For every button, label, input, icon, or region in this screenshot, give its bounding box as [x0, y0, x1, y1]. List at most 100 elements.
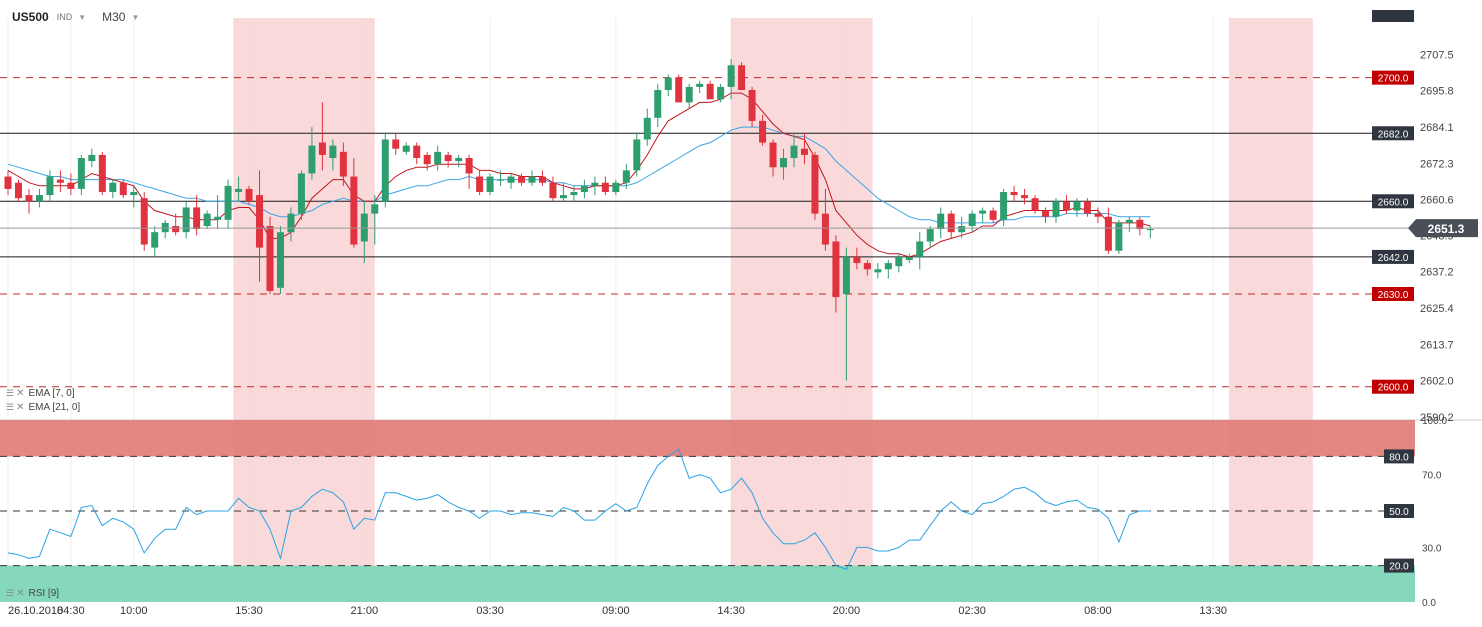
ema-slow-series — [7, 126, 1151, 224]
overbought-zone — [0, 420, 1415, 457]
price-tick-label: 2695.8 — [1420, 86, 1454, 98]
time-tick-label: 02:30 — [958, 605, 986, 617]
current-price-tag — [1408, 219, 1478, 238]
time-tick-label: 21:00 — [351, 605, 379, 617]
level-tag — [1372, 286, 1414, 301]
menu-icon[interactable]: ☰ — [6, 388, 15, 398]
time-tick-label: 08:00 — [1084, 605, 1112, 617]
candle-body — [633, 139, 641, 171]
candle-body — [88, 154, 96, 162]
time-tick-label: 14:30 — [717, 605, 745, 617]
candle-body — [947, 213, 955, 233]
level-tag — [1372, 379, 1414, 394]
candle-body — [926, 229, 934, 242]
candle-body — [151, 232, 159, 248]
candle-body — [444, 154, 452, 162]
indicator-legend-rsi[interactable]: ☰ ✕ RSI [9] — [6, 588, 59, 599]
price-tick-label: 2637.2 — [1420, 267, 1454, 279]
candle-body — [266, 225, 274, 291]
time-tick-label: 10:00 — [120, 605, 148, 617]
grid — [7, 18, 1214, 602]
candle-body — [182, 207, 190, 233]
menu-icon[interactable]: ☰ — [6, 402, 15, 412]
rsi-line — [7, 448, 1151, 570]
candle-body — [245, 188, 253, 202]
close-icon[interactable]: ✕ — [16, 402, 25, 413]
chevron-down-icon[interactable]: ▼ — [131, 12, 140, 22]
candle-body — [570, 192, 578, 196]
level-tag — [1372, 10, 1414, 22]
level-tag — [1372, 194, 1414, 209]
rsi-tick-label: 100.0 — [1422, 416, 1447, 427]
candle-body — [1062, 201, 1070, 211]
price-tick-label: 2672.3 — [1420, 158, 1454, 170]
candle-body — [203, 213, 211, 226]
candle-body — [423, 154, 431, 165]
candle-body — [643, 117, 651, 140]
candle-body — [1104, 216, 1112, 251]
chevron-down-icon[interactable]: ▼ — [78, 12, 87, 22]
oversold-zone — [0, 565, 1415, 602]
candle-body — [780, 158, 788, 168]
candle-body — [748, 90, 756, 121]
candle-body — [109, 182, 117, 193]
candle-body — [276, 232, 284, 288]
candle-body — [717, 86, 725, 100]
candle-body — [769, 142, 777, 168]
indicator-legend-ema-slow[interactable]: ☰ ✕ EMA [21, 0] — [6, 402, 80, 413]
price-tick-label: 2707.5 — [1420, 49, 1454, 61]
candle-body — [413, 145, 421, 159]
candle-body — [580, 185, 588, 193]
candle-body — [622, 170, 630, 183]
candle-body — [308, 145, 316, 174]
candle-body — [811, 154, 819, 214]
ema-slow-line — [7, 126, 1151, 224]
candle-body — [235, 188, 243, 193]
close-icon[interactable]: ✕ — [16, 388, 25, 399]
candle-body — [476, 176, 484, 193]
level-label: 2682.0 — [1378, 129, 1409, 140]
rsi-level-label: 80.0 — [1389, 452, 1409, 463]
candle-body — [1125, 219, 1133, 223]
candle-body — [455, 158, 463, 162]
candle-body — [371, 204, 379, 214]
ema-fast-line — [7, 92, 1151, 258]
candle-body — [979, 210, 987, 214]
rsi-level-tag — [1384, 558, 1414, 573]
candle-body — [800, 148, 808, 155]
indicator-label: RSI [9] — [28, 588, 60, 599]
candle-body — [1000, 192, 1008, 220]
close-icon[interactable]: ✕ — [16, 588, 25, 599]
indicator-label: EMA [21, 0] — [28, 402, 81, 413]
candle-body — [958, 225, 966, 233]
timeframe-selector[interactable]: M30 — [102, 10, 126, 24]
candle-body — [256, 195, 264, 248]
level-label: 2660.0 — [1378, 197, 1409, 208]
candle-body — [56, 179, 64, 183]
candle-body — [727, 65, 735, 87]
candle-body — [853, 256, 861, 264]
candle-body — [465, 158, 473, 174]
candle-body — [140, 198, 148, 245]
symbol-selector[interactable]: US500 — [12, 10, 49, 24]
candle-body — [518, 176, 526, 183]
rsi-level-label: 20.0 — [1389, 562, 1409, 573]
candle-body — [77, 158, 85, 189]
menu-icon[interactable]: ☰ — [6, 588, 15, 598]
candle-body — [130, 192, 138, 196]
price-axis: 2707.52695.82684.12672.32660.62648.92637… — [0, 49, 1478, 424]
indicator-legend-ema-fast[interactable]: ☰ ✕ EMA [7, 0] — [6, 388, 75, 399]
price-tick-label: 2613.7 — [1420, 339, 1454, 351]
candle-body — [35, 195, 43, 202]
candle-body — [842, 256, 850, 294]
time-tick-label: 13:30 — [1199, 605, 1227, 617]
candle-body — [675, 77, 683, 103]
candle-body — [360, 213, 368, 242]
candle-body — [664, 77, 672, 91]
session-bands — [233, 18, 1313, 602]
candle-body — [119, 182, 127, 196]
candle-body — [4, 176, 12, 189]
price-tick-label: 2590.2 — [1420, 412, 1454, 424]
